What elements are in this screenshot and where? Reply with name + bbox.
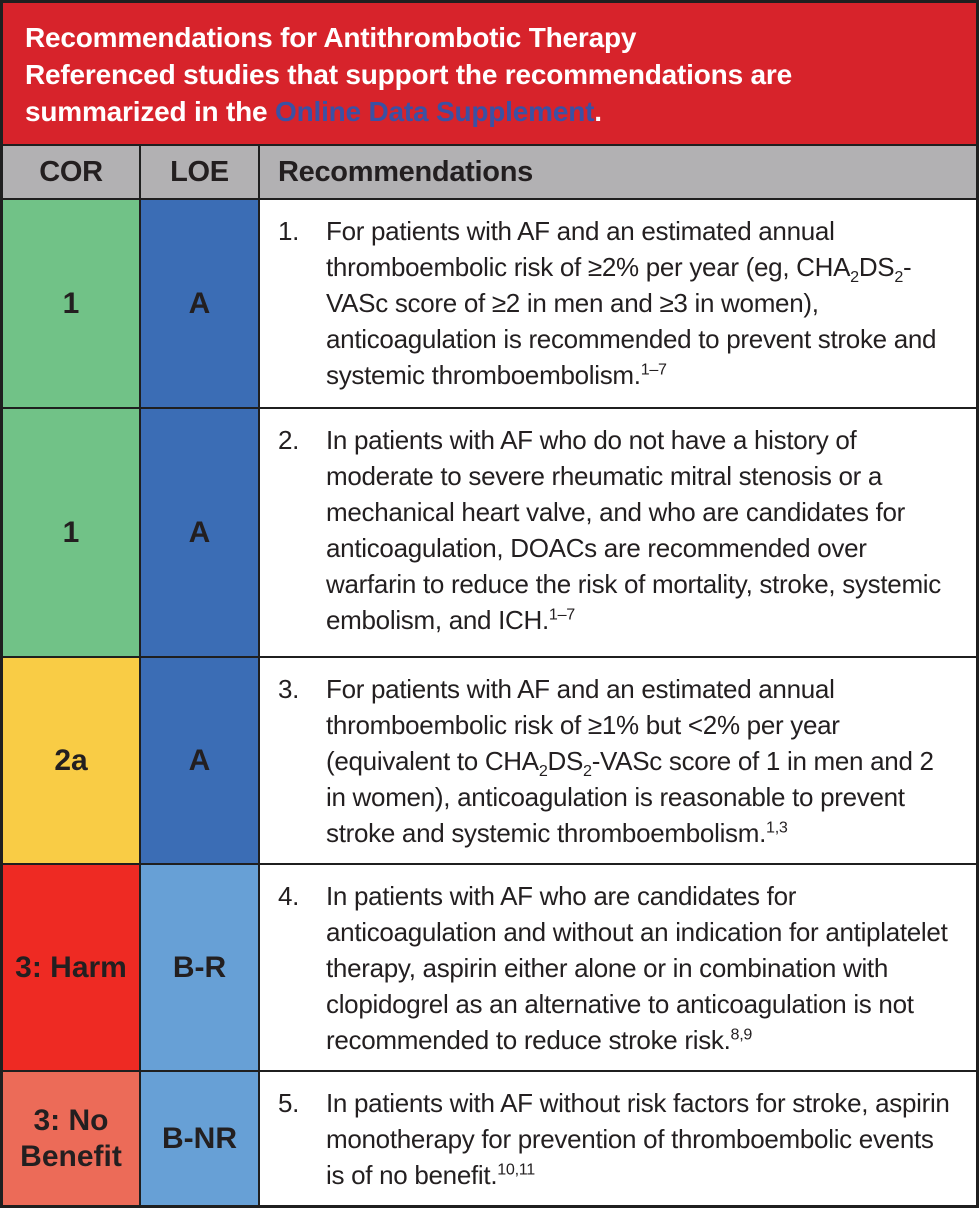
- banner-subtitle-prefix: summarized in the: [25, 96, 276, 127]
- loe-cell: B-R: [141, 865, 258, 1070]
- header-cor: COR: [3, 146, 139, 198]
- table-row: 2a A 3. For patients with AF and an esti…: [3, 658, 976, 863]
- banner-title: Recommendations for Antithrombotic Thera…: [25, 22, 637, 53]
- cor-cell: 2a: [3, 658, 139, 863]
- recommendation-cell: 3. For patients with AF and an estimated…: [260, 658, 976, 863]
- header-recommendations: Recommendations: [260, 146, 976, 198]
- cor-cell: 3: No Benefit: [3, 1072, 139, 1205]
- cor-cell: 1: [3, 200, 139, 407]
- cor-cell: 1: [3, 409, 139, 656]
- recommendation-text: For patients with AF and an estimated an…: [326, 216, 937, 390]
- table-header-row: COR LOE Recommendations: [3, 146, 976, 198]
- recommendation-text: In patients with AF who are candidates f…: [326, 881, 948, 1055]
- header-loe: LOE: [141, 146, 258, 198]
- loe-cell: B-NR: [141, 1072, 258, 1205]
- table-row: 3: No Benefit B-NR 5. In patients with A…: [3, 1072, 976, 1205]
- recommendation-cell: 2. In patients with AF who do not have a…: [260, 409, 976, 656]
- recommendation-number: 2.: [278, 425, 300, 455]
- recommendation-cell: 1. For patients with AF and an estimated…: [260, 200, 976, 407]
- banner-subtitle-line2: summarized in the Online Data Supplement…: [25, 93, 952, 130]
- loe-cell: A: [141, 200, 258, 407]
- table-row: 1 A 2. In patients with AF who do not ha…: [3, 409, 976, 656]
- loe-cell: A: [141, 658, 258, 863]
- banner: Recommendations for Antithrombotic Thera…: [3, 3, 976, 144]
- online-data-supplement-link[interactable]: Online Data Supplement: [275, 96, 595, 127]
- recommendation-text: In patients with AF who do not have a hi…: [326, 425, 941, 635]
- recommendation-text: In patients with AF without risk factors…: [326, 1088, 950, 1190]
- cor-cell: 3: Harm: [3, 865, 139, 1070]
- recommendation-number: 4.: [278, 881, 300, 911]
- recommendations-table: COR LOE Recommendations 1 A 1. For patie…: [3, 146, 976, 1205]
- table-row: 1 A 1. For patients with AF and an estim…: [3, 200, 976, 407]
- recommendation-number: 1.: [278, 216, 300, 246]
- table-row: 3: Harm B-R 4. In patients with AF who a…: [3, 865, 976, 1070]
- loe-cell: A: [141, 409, 258, 656]
- recommendation-cell: 5. In patients with AF without risk fact…: [260, 1072, 976, 1205]
- recommendation-cell: 4. In patients with AF who are candidate…: [260, 865, 976, 1070]
- recommendation-number: 5.: [278, 1088, 300, 1118]
- recommendation-number: 3.: [278, 674, 300, 704]
- banner-subtitle-line1: Referenced studies that support the reco…: [25, 59, 792, 90]
- recommendation-text: For patients with AF and an estimated an…: [326, 674, 934, 848]
- banner-subtitle-suffix: .: [594, 96, 602, 127]
